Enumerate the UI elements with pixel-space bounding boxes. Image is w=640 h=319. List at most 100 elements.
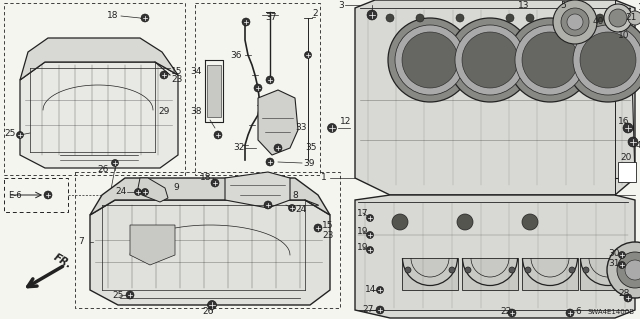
Text: 39: 39 [303,159,314,167]
Circle shape [141,14,149,22]
Polygon shape [90,200,330,305]
Text: 18: 18 [107,11,118,20]
Text: 12: 12 [340,117,351,127]
Text: 26: 26 [97,166,108,174]
Text: 17: 17 [357,209,369,218]
Circle shape [515,25,585,95]
Circle shape [455,25,525,95]
Polygon shape [355,0,635,195]
Circle shape [508,309,516,317]
Text: 3: 3 [338,1,344,10]
Circle shape [604,4,632,32]
Circle shape [305,51,312,58]
Circle shape [367,232,374,239]
Circle shape [274,144,282,152]
Circle shape [448,18,532,102]
Bar [580,258,636,290]
Circle shape [402,32,458,88]
Polygon shape [138,178,168,202]
Text: 25: 25 [112,292,124,300]
Circle shape [449,267,455,273]
Text: E-6: E-6 [8,190,22,199]
Circle shape [160,71,168,79]
Text: 36: 36 [230,50,241,60]
Text: FR.: FR. [52,252,74,270]
Circle shape [561,8,589,36]
Circle shape [609,9,627,27]
Circle shape [395,25,465,95]
Circle shape [583,267,589,273]
Text: 23: 23 [171,76,182,85]
Circle shape [526,14,534,22]
Text: 13: 13 [518,1,529,10]
Circle shape [457,214,473,230]
Text: 11: 11 [638,4,640,12]
Circle shape [623,123,633,133]
Text: 27: 27 [362,306,373,315]
Circle shape [506,14,514,22]
Circle shape [566,309,574,317]
Circle shape [465,267,471,273]
Circle shape [625,260,640,280]
Circle shape [367,214,374,221]
Circle shape [553,0,597,44]
Polygon shape [355,195,635,318]
Circle shape [566,18,640,102]
Text: 21: 21 [625,13,636,23]
Text: 20: 20 [620,153,632,162]
Circle shape [207,300,216,309]
Circle shape [509,267,515,273]
Circle shape [525,267,531,273]
Text: 7: 7 [78,238,84,247]
Circle shape [126,291,134,299]
Text: 19: 19 [357,227,369,236]
Circle shape [627,267,633,273]
Circle shape [462,32,518,88]
Circle shape [376,286,383,293]
Bar [522,258,578,290]
Text: 8: 8 [292,190,298,199]
Text: 40: 40 [593,18,604,26]
Text: 15: 15 [171,68,182,77]
Text: 24: 24 [115,188,126,197]
Text: 30: 30 [608,249,620,257]
Text: 4: 4 [636,140,640,150]
Circle shape [211,179,219,187]
Circle shape [141,189,148,196]
Circle shape [596,14,604,22]
Text: 37: 37 [265,13,276,23]
Circle shape [214,131,222,139]
Circle shape [367,10,377,20]
Text: 22: 22 [500,308,511,316]
Circle shape [289,204,296,211]
Circle shape [266,158,274,166]
Circle shape [573,25,640,95]
Circle shape [569,267,575,273]
Circle shape [566,14,574,22]
Circle shape [392,214,408,230]
Circle shape [624,294,632,302]
Bar [402,258,458,290]
Text: 25: 25 [4,129,15,137]
Circle shape [628,137,638,147]
Text: SWA4E1400B: SWA4E1400B [588,309,635,315]
Circle shape [580,32,636,88]
Circle shape [456,14,464,22]
Text: 15: 15 [322,220,333,229]
Circle shape [266,76,274,84]
Text: 16: 16 [618,117,630,127]
Circle shape [134,189,141,196]
Text: 23: 23 [322,231,333,240]
Circle shape [111,160,118,167]
Bar [618,162,636,182]
Polygon shape [258,90,298,155]
Text: 33: 33 [295,123,307,132]
Circle shape [617,252,640,288]
Circle shape [618,251,625,258]
Circle shape [264,201,272,209]
Text: 38: 38 [190,108,202,116]
Text: 26: 26 [202,308,213,316]
Polygon shape [225,172,290,208]
Circle shape [416,14,424,22]
Text: 5: 5 [560,1,566,10]
